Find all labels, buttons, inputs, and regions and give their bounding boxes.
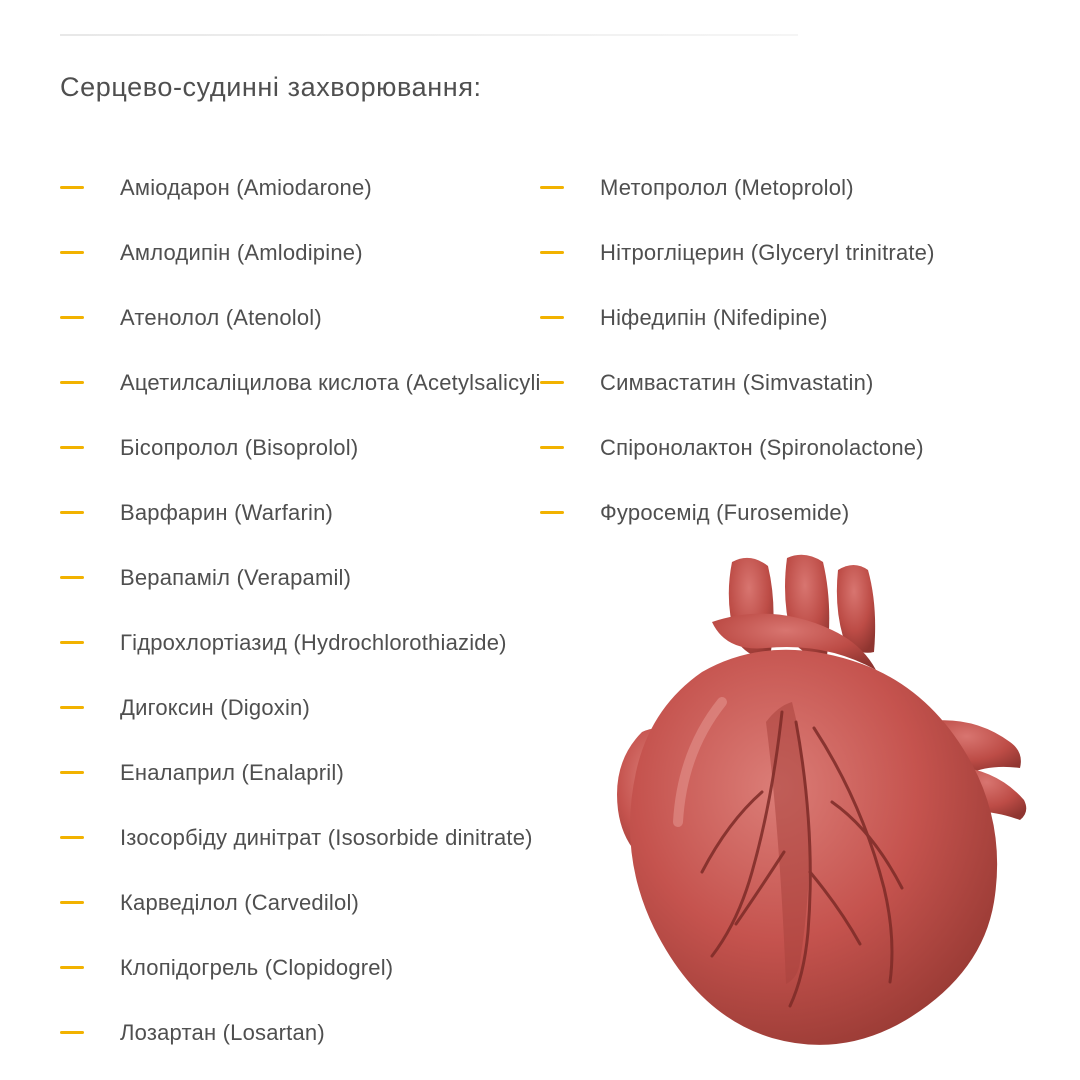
bullet-dash-icon bbox=[60, 251, 84, 255]
bullet-dash-icon bbox=[60, 641, 84, 645]
list-item: Амлодипін (Amlodipine) bbox=[60, 220, 540, 285]
list-item-label: Нітрогліцерин (Glyceryl trinitrate) bbox=[600, 240, 935, 266]
list-item-label: Верапаміл (Verapamil) bbox=[120, 565, 351, 591]
list-item: Фуросемід (Furosemide) bbox=[540, 480, 1030, 545]
list-item-label: Бісопролол (Bisoprolol) bbox=[120, 435, 358, 461]
list-item-label: Спіронолактон (Spironolactone) bbox=[600, 435, 924, 461]
list-item-label: Метопролол (Metoprolol) bbox=[600, 175, 854, 201]
list-item: Ацетилсаліцилова кислота (Acetylsalicyli… bbox=[60, 350, 540, 415]
list-item: Аміодарон (Amiodarone) bbox=[60, 155, 540, 220]
list-item: Симвастатин (Simvastatin) bbox=[540, 350, 1030, 415]
list-item: Гідрохлортіазид (Hydrochlorothiazide) bbox=[60, 610, 540, 675]
bullet-dash-icon bbox=[540, 251, 564, 255]
bullet-dash-icon bbox=[60, 836, 84, 840]
heart-icon bbox=[582, 552, 1042, 1052]
top-divider bbox=[60, 34, 798, 36]
list-item-label: Атенолол (Atenolol) bbox=[120, 305, 322, 331]
list-item: Бісопролол (Bisoprolol) bbox=[60, 415, 540, 480]
list-item: Верапаміл (Verapamil) bbox=[60, 545, 540, 610]
list-item: Дигоксин (Digoxin) bbox=[60, 675, 540, 740]
bullet-dash-icon bbox=[540, 381, 564, 385]
list-item: Спіронолактон (Spironolactone) bbox=[540, 415, 1030, 480]
page-title: Серцево-судинні захворювання: bbox=[60, 72, 482, 103]
list-item: Атенолол (Atenolol) bbox=[60, 285, 540, 350]
list-item: Нітрогліцерин (Glyceryl trinitrate) bbox=[540, 220, 1030, 285]
bullet-dash-icon bbox=[540, 186, 564, 190]
bullet-dash-icon bbox=[60, 706, 84, 710]
bullet-dash-icon bbox=[60, 1031, 84, 1035]
medication-column-left: Аміодарон (Amiodarone) Амлодипін (Amlodip… bbox=[60, 155, 540, 1065]
bullet-dash-icon bbox=[60, 381, 84, 385]
list-item-label: Лозартан (Losartan) bbox=[120, 1020, 325, 1046]
bullet-dash-icon bbox=[60, 316, 84, 320]
list-item-label: Гідрохлортіазид (Hydrochlorothiazide) bbox=[120, 630, 507, 656]
list-item-label: Ізосорбіду динітрат (Isosorbide dinitrat… bbox=[120, 825, 533, 851]
bullet-dash-icon bbox=[60, 966, 84, 970]
list-item-label: Дигоксин (Digoxin) bbox=[120, 695, 310, 721]
list-item: Карведілол (Carvedilol) bbox=[60, 870, 540, 935]
list-item: Метопролол (Metoprolol) bbox=[540, 155, 1030, 220]
list-item-label: Клопідогрель (Clopidogrel) bbox=[120, 955, 393, 981]
list-item-label: Карведілол (Carvedilol) bbox=[120, 890, 359, 916]
list-item: Ніфедипін (Nifedipine) bbox=[540, 285, 1030, 350]
list-item-label: Фуросемід (Furosemide) bbox=[600, 500, 849, 526]
list-item-label: Еналаприл (Enalapril) bbox=[120, 760, 344, 786]
bullet-dash-icon bbox=[540, 316, 564, 320]
bullet-dash-icon bbox=[540, 446, 564, 450]
list-item: Клопідогрель (Clopidogrel) bbox=[60, 935, 540, 1000]
bullet-dash-icon bbox=[540, 511, 564, 515]
list-item: Ізосорбіду динітрат (Isosorbide dinitrat… bbox=[60, 805, 540, 870]
bullet-dash-icon bbox=[60, 771, 84, 775]
list-item: Еналаприл (Enalapril) bbox=[60, 740, 540, 805]
bullet-dash-icon bbox=[60, 576, 84, 580]
bullet-dash-icon bbox=[60, 186, 84, 190]
bullet-dash-icon bbox=[60, 446, 84, 450]
list-item-label: Симвастатин (Simvastatin) bbox=[600, 370, 874, 396]
list-item: Лозартан (Losartan) bbox=[60, 1000, 540, 1065]
list-item-label: Ацетилсаліцилова кислота (Acetylsalicyli… bbox=[120, 370, 540, 396]
list-item-label: Амлодипін (Amlodipine) bbox=[120, 240, 363, 266]
bullet-dash-icon bbox=[60, 511, 84, 515]
list-item-label: Ніфедипін (Nifedipine) bbox=[600, 305, 828, 331]
list-item-label: Варфарин (Warfarin) bbox=[120, 500, 333, 526]
list-item: Варфарин (Warfarin) bbox=[60, 480, 540, 545]
list-item-label: Аміодарон (Amiodarone) bbox=[120, 175, 372, 201]
bullet-dash-icon bbox=[60, 901, 84, 905]
